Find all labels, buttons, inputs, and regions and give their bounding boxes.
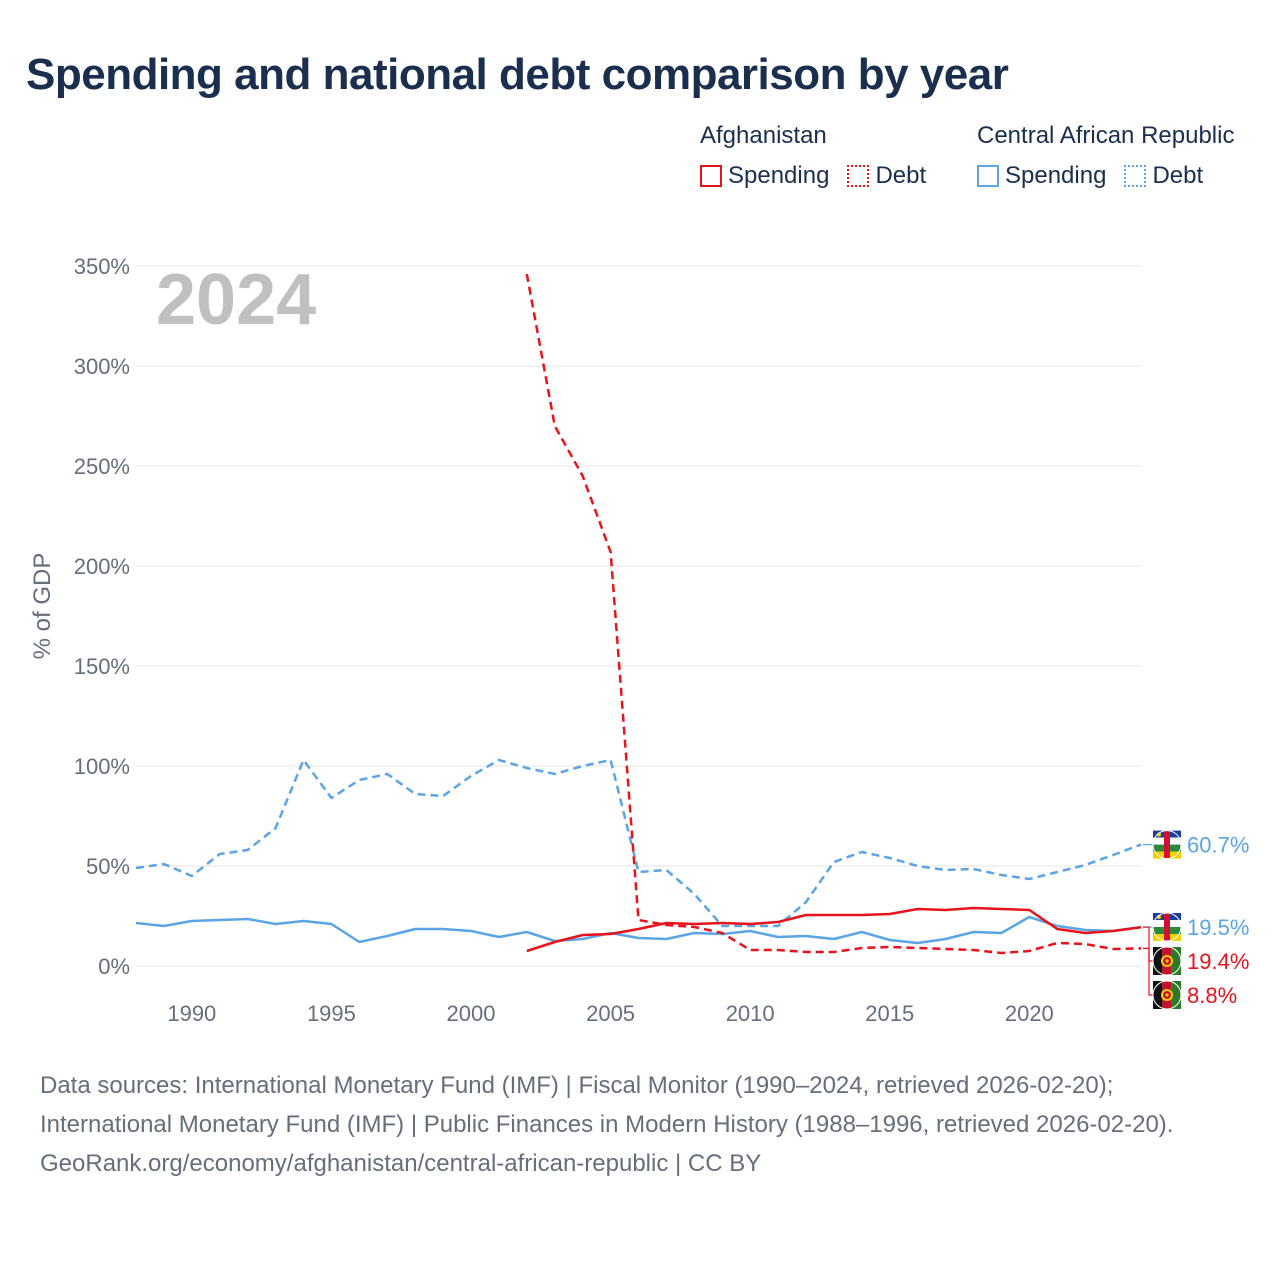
- year-watermark: 2024: [156, 260, 316, 340]
- y-axis: 0% 50% 100% 150% 200% 250% 300% 350%: [74, 254, 130, 979]
- legend-central-african-republic: Central African Republic Spending Debt: [977, 122, 1234, 190]
- chart-title: Spending and national debt comparison by…: [26, 50, 1009, 99]
- x-tick-label: 2015: [865, 1001, 914, 1026]
- afghanistan-flag-icon: [1152, 980, 1182, 1010]
- x-tick-label: 2000: [447, 1001, 496, 1026]
- central-african-republic-flag-icon: [1152, 830, 1182, 860]
- legend-country-central-african-republic: Central African Republic: [977, 122, 1235, 149]
- y-axis-label: % of GDP: [29, 553, 56, 660]
- legend-label: Debt: [1152, 162, 1204, 189]
- legend-afghanistan-debt[interactable]: Debt: [847, 162, 926, 190]
- end-value-label: 60.7%: [1187, 833, 1249, 858]
- legend-car-spending[interactable]: Spending: [977, 162, 1106, 190]
- end-value-label: 19.5%: [1187, 915, 1249, 940]
- x-tick-label: 2020: [1005, 1001, 1054, 1026]
- footer: Data sources: International Monetary Fun…: [40, 1066, 1240, 1183]
- dotted-line-swatch-icon: [847, 165, 870, 187]
- legend-label: Spending: [728, 162, 830, 189]
- y-tick-label: 150%: [74, 654, 130, 679]
- series-line[interactable]: [135, 758, 1142, 928]
- x-tick-label: 1990: [167, 1001, 216, 1026]
- data-sources: Data sources: International Monetary Fun…: [40, 1072, 1174, 1138]
- dotted-line-swatch-icon: [1124, 165, 1147, 187]
- y-tick-label: 350%: [74, 254, 130, 279]
- x-tick-label: 1995: [307, 1001, 356, 1026]
- end-label-connector: [1143, 947, 1153, 996]
- series-line[interactable]: [525, 273, 1142, 955]
- series-line[interactable]: [526, 906, 1142, 953]
- legend-car-debt[interactable]: Debt: [1124, 162, 1203, 190]
- series-lines: [135, 273, 1142, 955]
- legend-label: Debt: [875, 162, 927, 189]
- end-value-label: 8.8%: [1187, 983, 1237, 1008]
- legend-afghanistan: Afghanistan Spending Debt: [700, 122, 926, 190]
- legend-afghanistan-spending[interactable]: Spending: [700, 162, 829, 190]
- y-tick-label: 250%: [74, 454, 130, 479]
- y-tick-label: 200%: [74, 554, 130, 579]
- end-label-connector: [1143, 926, 1153, 962]
- credit-link[interactable]: GeoRank.org/economy/afghanistan/central-…: [40, 1150, 762, 1177]
- afghanistan-flag-icon: [1152, 946, 1182, 976]
- series-line[interactable]: [135, 915, 1142, 945]
- y-tick-label: 0%: [98, 954, 130, 979]
- x-tick-label: 2010: [726, 1001, 775, 1026]
- legend-country-afghanistan: Afghanistan: [700, 122, 827, 149]
- gridlines: [136, 265, 1141, 967]
- y-tick-label: 100%: [74, 754, 130, 779]
- end-value-label: 19.4%: [1187, 949, 1249, 974]
- line-chart: 0% 50% 100% 150% 200% 250% 300% 350% 1990 1995 20…: [29, 254, 1249, 1026]
- end-labels: 60.7% 19.5% 19.4% 8.8%: [1143, 830, 1249, 1010]
- solid-line-swatch-icon: [700, 165, 722, 187]
- x-tick-label: 2005: [586, 1001, 635, 1026]
- solid-line-swatch-icon: [977, 165, 999, 187]
- central-african-republic-flag-icon: [1152, 912, 1182, 942]
- legend-label: Spending: [1005, 162, 1107, 189]
- x-axis: 1990 1995 2000 2005 2010 2015 2020: [167, 1001, 1053, 1026]
- y-tick-label: 300%: [74, 354, 130, 379]
- y-tick-label: 50%: [86, 854, 130, 879]
